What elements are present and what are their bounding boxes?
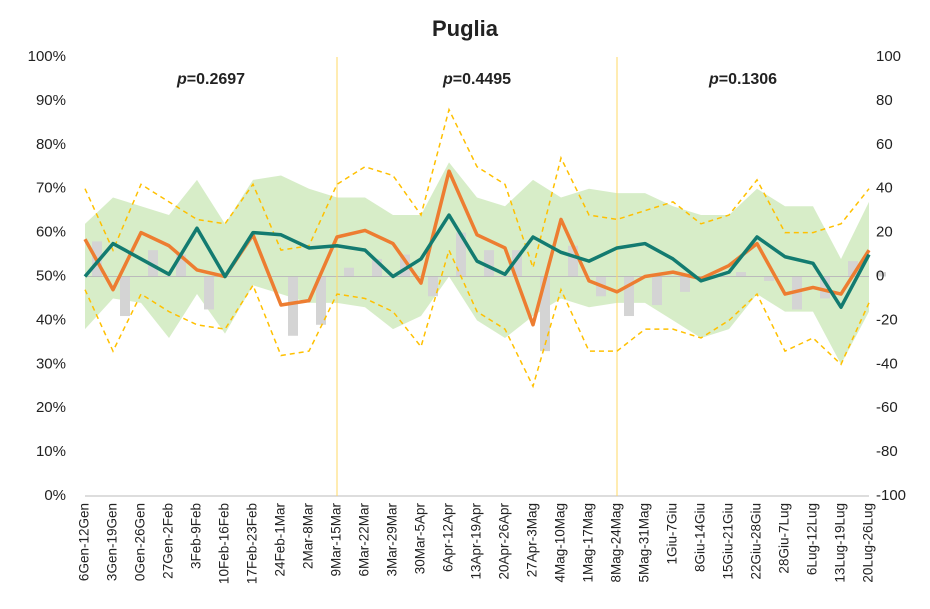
x-tick-label: 3Gen-19Gen bbox=[105, 503, 120, 581]
bar bbox=[204, 276, 214, 310]
bar bbox=[484, 250, 494, 277]
x-tick-label: 8Giu-14Giu bbox=[693, 503, 708, 572]
y2-tick-label: 40 bbox=[876, 180, 893, 197]
x-tick-label: 6Mar-22Mar bbox=[357, 503, 372, 577]
x-tick-label: 5Mag-31Mag bbox=[637, 503, 652, 583]
y2-tick-label: 20 bbox=[876, 224, 893, 241]
annotation: p=0.4495 bbox=[442, 71, 511, 88]
bar bbox=[736, 272, 746, 277]
y-tick-label: 60% bbox=[36, 224, 66, 241]
annotation: p=0.2697 bbox=[176, 71, 245, 88]
y2-tick-label: -80 bbox=[876, 443, 898, 460]
y2-tick-label: 0 bbox=[876, 267, 884, 284]
x-tick-label: 9Mar-15Mar bbox=[329, 503, 344, 577]
bar bbox=[176, 254, 186, 277]
y2-tick-label: 80 bbox=[876, 92, 893, 109]
x-tick-label: 6Gen-12Gen bbox=[77, 503, 92, 581]
bar bbox=[540, 276, 550, 352]
y-tick-label: 20% bbox=[36, 399, 66, 416]
bar bbox=[372, 258, 382, 277]
y2-tick-label: 100 bbox=[876, 48, 901, 65]
x-tick-label: 6Apr-12Apr bbox=[441, 503, 456, 573]
x-tick-label: 1Giu-7Giu bbox=[665, 503, 680, 565]
bar bbox=[820, 276, 830, 299]
x-tick-label: 10Feb-16Feb bbox=[217, 503, 232, 584]
x-tick-label: 27Apr-3Mag bbox=[525, 503, 540, 577]
bar bbox=[316, 276, 326, 325]
annotation: p=0.1306 bbox=[708, 71, 777, 88]
y2-tick-label: -100 bbox=[876, 487, 906, 504]
y2-tick-label: -20 bbox=[876, 311, 898, 328]
y-tick-label: 80% bbox=[36, 136, 66, 153]
bar bbox=[680, 276, 690, 292]
y-tick-label: 90% bbox=[36, 92, 66, 109]
x-tick-label: 4Mag-10Mag bbox=[553, 503, 568, 583]
bar bbox=[764, 276, 774, 281]
x-tick-label: 27Gen-2Feb bbox=[161, 503, 176, 579]
bar bbox=[848, 261, 858, 277]
x-tick-label: 3Mar-29Mar bbox=[385, 503, 400, 577]
x-tick-label: 13Lug-19Lug bbox=[833, 503, 848, 583]
x-tick-label: 8Mag-24Mag bbox=[609, 503, 624, 583]
bar bbox=[456, 232, 466, 277]
bar bbox=[344, 267, 354, 277]
x-tick-label: 6Lug-12Lug bbox=[805, 503, 820, 575]
dashed-limit bbox=[84, 107, 870, 271]
y-tick-label: 0% bbox=[44, 487, 66, 504]
y-tick-label: 10% bbox=[36, 443, 66, 460]
bar bbox=[120, 276, 130, 317]
bar bbox=[568, 245, 578, 277]
x-tick-label: 3Feb-9Feb bbox=[189, 503, 204, 569]
line bbox=[83, 213, 871, 309]
bar bbox=[288, 276, 298, 336]
x-tick-label: 0Gen-26Gen bbox=[133, 503, 148, 581]
y2-tick-label: -60 bbox=[876, 399, 898, 416]
dashed-limit bbox=[84, 248, 870, 389]
x-tick-label: 20Apr-26Apr bbox=[497, 502, 512, 579]
y-tick-label: 100% bbox=[28, 48, 66, 65]
x-tick-label: 30Mar-5Apr bbox=[413, 502, 428, 574]
bar bbox=[876, 272, 886, 277]
x-tick-label: 20Lug-26Lug bbox=[861, 503, 876, 583]
chart-title: Puglia bbox=[432, 16, 499, 41]
bar bbox=[400, 254, 410, 277]
bar bbox=[624, 276, 634, 317]
x-tick-label: 15Giu-21Giu bbox=[721, 503, 736, 580]
x-tick-label: 24Feb-1Mar bbox=[273, 503, 288, 577]
bar bbox=[148, 250, 158, 277]
x-tick-label: 1Mag-17Mag bbox=[581, 503, 596, 583]
y-tick-label: 70% bbox=[36, 180, 66, 197]
y-tick-label: 30% bbox=[36, 355, 66, 372]
x-tick-label: 28Giu-7Lug bbox=[777, 503, 792, 574]
y-tick-label: 50% bbox=[36, 267, 66, 284]
x-tick-label: 22Giu-28Giu bbox=[749, 503, 764, 580]
bar bbox=[428, 276, 438, 297]
y2-tick-label: 60 bbox=[876, 136, 893, 153]
bar bbox=[512, 250, 522, 277]
y-tick-label: 40% bbox=[36, 311, 66, 328]
x-tick-label: 2Mar-8Mar bbox=[301, 503, 316, 570]
y2-tick-label: -40 bbox=[876, 355, 898, 372]
bar bbox=[652, 276, 662, 306]
x-tick-label: 13Apr-19Apr bbox=[469, 502, 484, 579]
range-band bbox=[85, 162, 869, 365]
x-tick-label: 17Feb-23Feb bbox=[245, 503, 260, 584]
